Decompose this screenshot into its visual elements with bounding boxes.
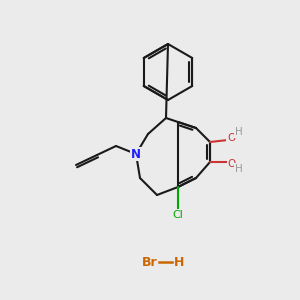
Text: Cl: Cl bbox=[172, 210, 183, 220]
Text: Br: Br bbox=[142, 256, 158, 268]
Text: H: H bbox=[174, 256, 184, 268]
Text: N: N bbox=[131, 148, 141, 160]
Text: H: H bbox=[235, 164, 243, 174]
Text: O: O bbox=[228, 159, 236, 169]
Text: H: H bbox=[235, 127, 243, 137]
Text: O: O bbox=[227, 133, 235, 143]
